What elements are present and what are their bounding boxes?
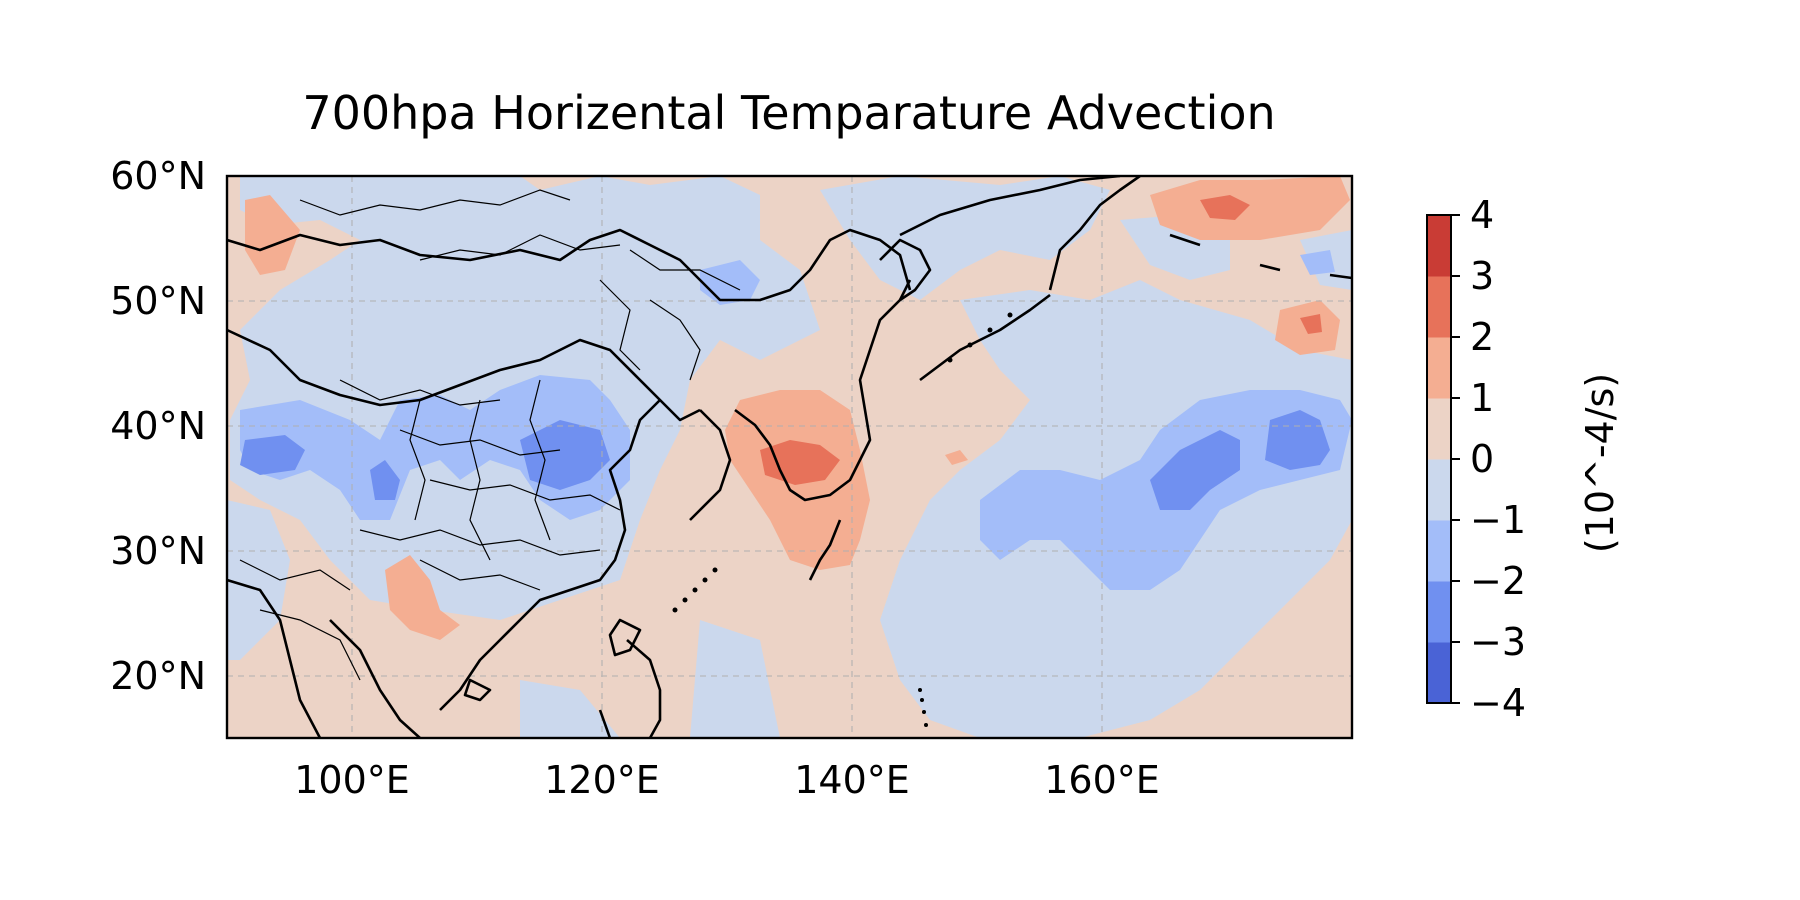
colorbar-tick-label: −4 bbox=[1470, 681, 1527, 725]
lat-tick-label: 20°N bbox=[110, 654, 206, 698]
map-area bbox=[227, 176, 1352, 738]
lat-tick-label: 40°N bbox=[110, 404, 206, 448]
colorbar-segment bbox=[1427, 398, 1451, 460]
colorbar bbox=[1426, 214, 1460, 704]
colorbar-tick-label: 1 bbox=[1470, 376, 1495, 420]
colorbar-segment bbox=[1427, 276, 1451, 338]
coastlines bbox=[227, 176, 1352, 738]
colorbar-segment bbox=[1427, 581, 1451, 643]
lat-tick-label: 60°N bbox=[110, 154, 206, 198]
province-borders bbox=[239, 189, 741, 681]
lon-tick-label: 100°E bbox=[294, 758, 410, 802]
positive-advection-regions-strong bbox=[760, 195, 1322, 485]
colorbar-tick-label: −1 bbox=[1470, 498, 1527, 542]
map-gridlines bbox=[227, 176, 1352, 738]
negative-advection-regions-strong bbox=[240, 410, 1330, 510]
island-chain bbox=[672, 312, 1013, 727]
lat-tick-label: 50°N bbox=[110, 279, 206, 323]
lon-tick-label: 140°E bbox=[794, 758, 910, 802]
colorbar-tick-label: 3 bbox=[1470, 254, 1495, 298]
lon-tick-label: 120°E bbox=[544, 758, 660, 802]
colorbar-tick-label: 0 bbox=[1470, 437, 1495, 481]
lon-tick-label: 160°E bbox=[1044, 758, 1160, 802]
colorbar-segment bbox=[1427, 520, 1451, 582]
colorbar-segment bbox=[1427, 337, 1451, 399]
colorbar-tick-label: −2 bbox=[1470, 559, 1527, 603]
lat-tick-label: 30°N bbox=[110, 529, 206, 573]
colorbar-segment bbox=[1427, 215, 1451, 277]
colorbar-segment bbox=[1427, 459, 1451, 521]
colorbar-segment bbox=[1427, 642, 1451, 704]
map-title: 700hpa Horizental Temparature Advection bbox=[302, 86, 1276, 140]
colorbar-tick-label: −3 bbox=[1470, 620, 1527, 664]
colorbar-tick-label: 2 bbox=[1470, 315, 1495, 359]
colorbar-tick-label: 4 bbox=[1470, 193, 1495, 237]
colorbar-title: (10^-4/s) bbox=[1578, 372, 1622, 554]
map-frame bbox=[225, 174, 1354, 740]
